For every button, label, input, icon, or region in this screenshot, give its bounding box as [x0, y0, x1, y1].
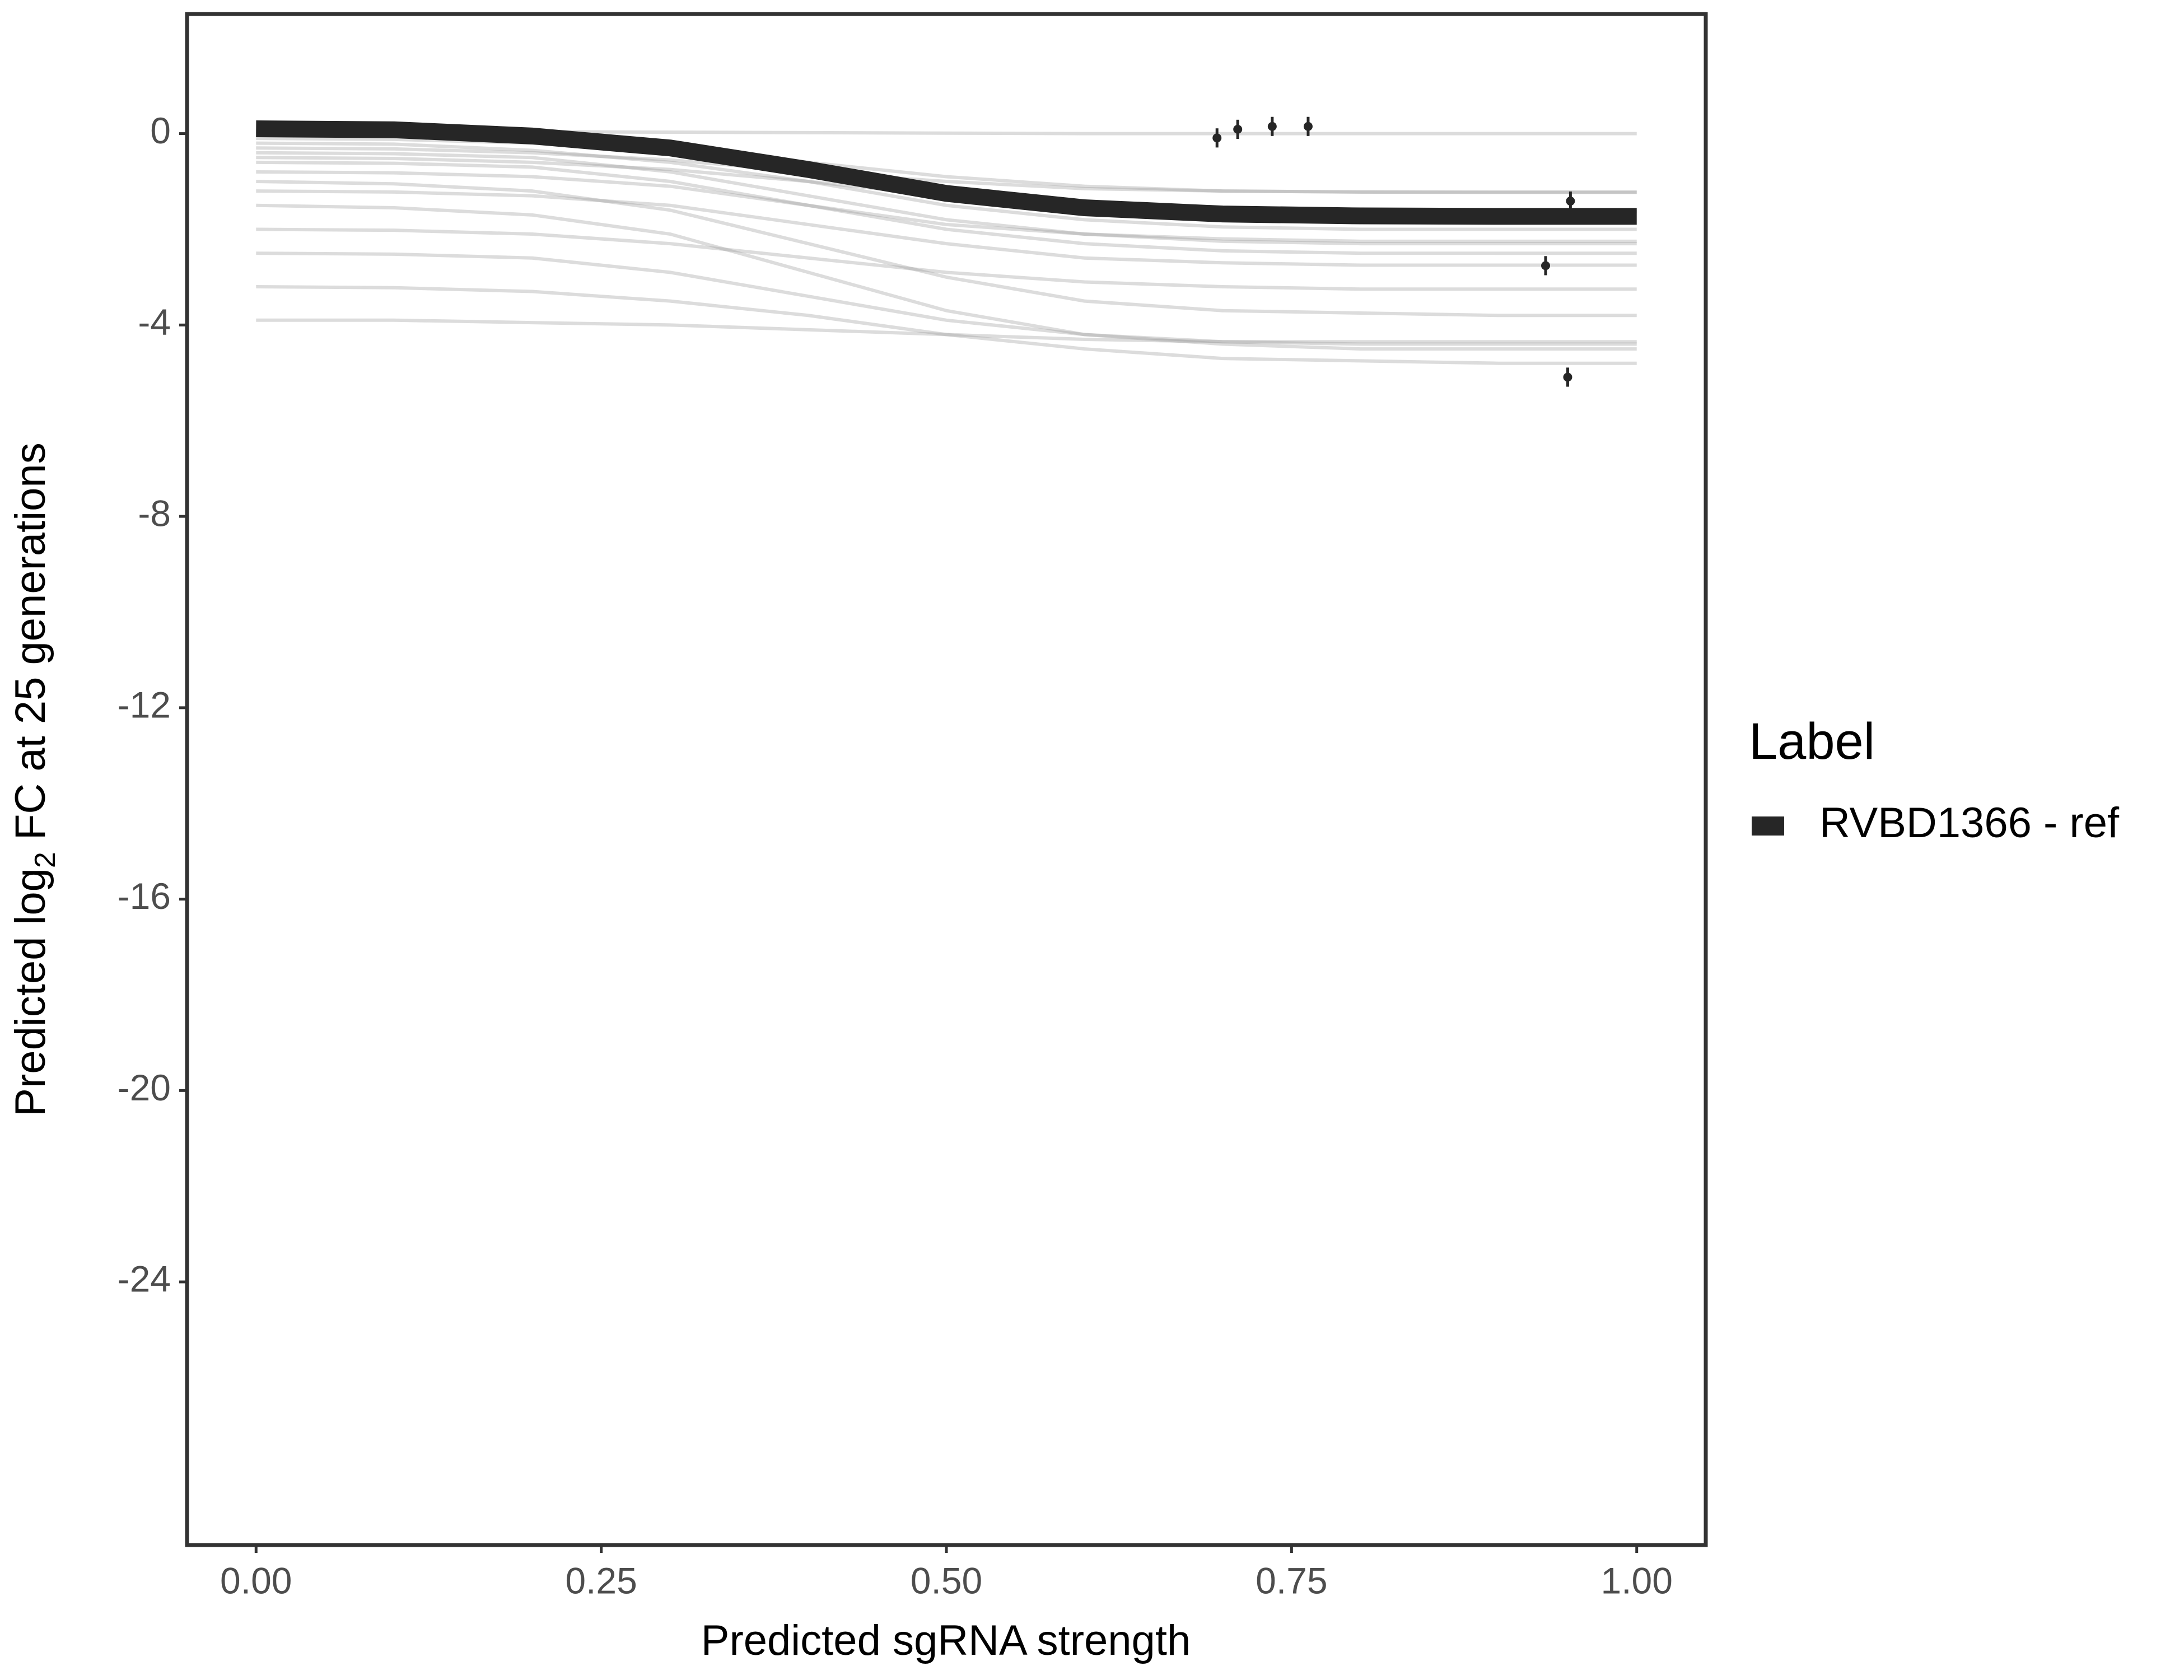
legend-title: Label	[1749, 713, 1875, 770]
data-point	[1566, 197, 1575, 206]
y-tick-label: -20	[118, 1067, 171, 1108]
draw-line	[256, 227, 1637, 291]
posterior-draws	[256, 129, 1637, 365]
y-tick-label: -12	[118, 684, 171, 725]
y-tick-label: -24	[118, 1258, 171, 1300]
y-tick-label: 0	[150, 110, 171, 151]
legend-label: RVBD1366 - ref	[1819, 799, 2120, 847]
x-tick-label: 0.00	[220, 1560, 292, 1601]
draw-line	[256, 160, 1637, 255]
draw-line	[256, 189, 1637, 267]
x-tick-label: 0.50	[911, 1560, 982, 1601]
draw-line	[256, 318, 1637, 344]
draw-line	[256, 151, 1637, 246]
data-point	[1233, 124, 1243, 134]
draw-line	[256, 170, 1637, 243]
data-point	[1267, 122, 1277, 131]
draw-line	[256, 284, 1637, 365]
data-point	[1541, 261, 1551, 270]
y-tick-label: -4	[138, 301, 171, 343]
y-tick-label: -8	[138, 493, 171, 534]
y-axis-title-part: Predicted log	[7, 868, 54, 1117]
data-point	[1303, 122, 1313, 131]
x-tick-label: 0.75	[1256, 1560, 1327, 1601]
draw-line	[256, 141, 1637, 231]
series-line	[256, 120, 1637, 225]
plot-frame	[185, 12, 1708, 1547]
draw-line	[256, 203, 1637, 351]
x-tick-label: 1.00	[1600, 1560, 1672, 1601]
legend-key	[1752, 816, 1784, 836]
draw-line	[256, 146, 1637, 194]
data-point	[1563, 372, 1572, 382]
y-tick-label: -16	[118, 875, 171, 917]
draw-line	[256, 251, 1637, 346]
data-point	[1212, 133, 1222, 143]
y-axis-title-subscript: 2	[29, 852, 62, 868]
y-axis-title: Predicted log2 FC at 25 generations	[7, 442, 62, 1116]
y-axis-title-part: FC at 25 generations	[7, 442, 54, 852]
x-tick-label: 0.25	[565, 1560, 637, 1601]
x-axis-title: Predicted sgRNA strength	[701, 1617, 1191, 1664]
draw-line	[256, 180, 1637, 318]
